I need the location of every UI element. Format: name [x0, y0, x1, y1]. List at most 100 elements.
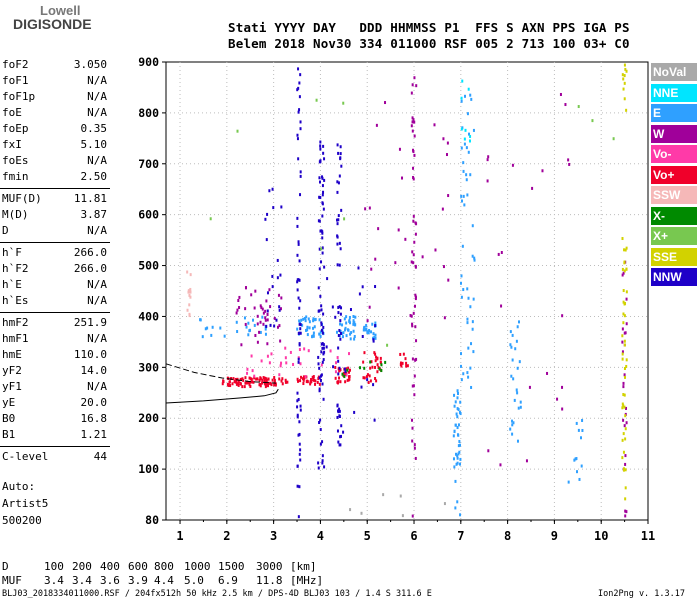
echo-point	[259, 330, 262, 334]
echo-point	[318, 332, 321, 336]
echo-point	[319, 442, 322, 446]
echo-point	[511, 423, 514, 427]
echo-point	[362, 360, 365, 364]
echo-point	[453, 393, 456, 397]
y-tick-label: 80	[145, 513, 159, 527]
echo-point	[410, 314, 413, 318]
echo-point	[246, 371, 249, 375]
echo-point	[267, 381, 270, 385]
echo-point	[612, 137, 615, 141]
echo-point	[189, 287, 192, 291]
echo-point	[278, 305, 281, 309]
echo-point	[466, 287, 469, 291]
echo-point	[412, 166, 415, 170]
echo-point	[576, 470, 579, 474]
echo-point	[271, 274, 274, 278]
echo-point	[318, 267, 321, 271]
echo-point	[244, 381, 247, 385]
echo-point	[625, 358, 628, 362]
echo-point	[469, 305, 472, 309]
legend-item: SSW	[651, 186, 697, 204]
echo-point	[516, 391, 519, 395]
distance-value: 400	[100, 560, 120, 573]
echo-point	[621, 273, 624, 277]
echo-point	[312, 378, 315, 382]
echo-point	[411, 250, 414, 254]
echo-point	[577, 105, 580, 109]
echo-point	[623, 63, 626, 67]
echo-point	[624, 514, 627, 518]
echo-point	[245, 286, 248, 290]
echo-point	[510, 345, 513, 349]
echo-point	[394, 261, 397, 265]
echo-point	[312, 319, 315, 323]
echo-point	[452, 434, 455, 438]
echo-point	[299, 323, 302, 327]
echo-point	[256, 322, 259, 326]
echo-point	[254, 289, 257, 293]
echo-point	[525, 459, 528, 463]
echo-point	[411, 322, 414, 326]
param-name: foEs	[2, 154, 29, 167]
echo-point	[307, 317, 310, 321]
echo-point	[347, 328, 350, 332]
echo-point	[459, 364, 462, 368]
echo-point	[348, 368, 351, 372]
echo-point	[519, 405, 522, 409]
footer-info: BLJ03_2018334011000.RSF / 204fx512h 50 k…	[2, 589, 432, 599]
echo-point	[621, 357, 624, 361]
echo-point	[345, 373, 348, 377]
echo-point	[371, 365, 374, 369]
echo-point	[358, 292, 361, 296]
echo-point	[340, 424, 343, 428]
echo-point	[412, 261, 415, 265]
echo-point	[235, 320, 238, 324]
echo-point	[263, 378, 266, 382]
echo-point	[461, 79, 464, 83]
echo-point	[405, 364, 408, 368]
echo-point	[273, 378, 276, 382]
echo-point	[299, 458, 302, 462]
echo-point	[312, 334, 315, 338]
echo-point	[374, 257, 377, 261]
echo-point	[323, 157, 326, 161]
echo-point	[302, 317, 305, 321]
echo-point	[622, 289, 625, 293]
echo-point	[452, 457, 455, 461]
echo-point	[296, 399, 299, 403]
header-line-2: Belem 2018 Nov30 334 011000 RSF 005 2 71…	[228, 36, 630, 51]
auto-artist: Artist5	[2, 497, 49, 510]
echo-point	[375, 123, 378, 127]
echo-point	[263, 381, 266, 385]
echo-point	[343, 217, 346, 221]
echo-point	[384, 101, 387, 105]
echo-point	[187, 290, 190, 294]
y-tick-label: 100	[138, 462, 159, 476]
echo-point	[456, 389, 459, 393]
echo-point	[322, 312, 325, 316]
echo-point	[262, 376, 265, 380]
echo-point	[373, 351, 376, 355]
echo-point	[579, 436, 582, 440]
echo-point	[349, 332, 352, 336]
echo-point	[296, 405, 299, 409]
header-line-1: Stati YYYY DAY DDD HHMMSS P1 FFS S AXN P…	[228, 20, 630, 35]
echo-point	[447, 278, 450, 282]
echo-point	[399, 363, 402, 367]
echo-point	[455, 412, 458, 416]
echo-point	[354, 323, 357, 327]
echo-point	[348, 315, 351, 319]
echo-point	[625, 108, 628, 112]
echo-point	[281, 377, 284, 381]
echo-point	[337, 333, 340, 337]
echo-point	[412, 148, 415, 152]
echo-point	[339, 319, 342, 323]
echo-point	[339, 145, 342, 149]
echo-point	[318, 318, 321, 322]
echo-point	[624, 427, 627, 431]
echo-point	[280, 205, 283, 209]
echo-point	[514, 347, 517, 351]
echo-point	[298, 442, 301, 446]
echo-point	[299, 193, 302, 197]
echo-point	[339, 331, 342, 335]
